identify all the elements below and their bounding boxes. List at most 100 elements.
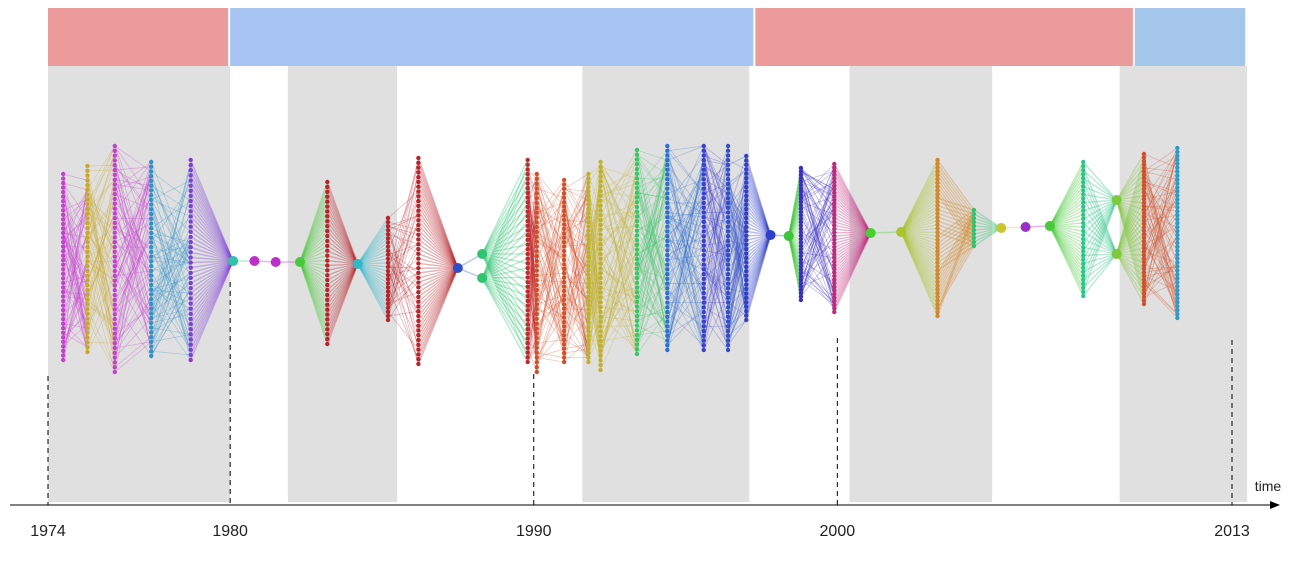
node (798, 270, 804, 276)
edge (563, 304, 589, 345)
edge (87, 199, 116, 320)
edge (600, 166, 638, 208)
edge (87, 218, 116, 286)
edge (745, 234, 771, 255)
edge (536, 231, 565, 252)
edge (727, 231, 747, 272)
node (701, 276, 706, 282)
node (477, 273, 488, 283)
edge (900, 231, 938, 260)
node (1175, 307, 1180, 313)
edge (600, 161, 638, 222)
node (416, 208, 421, 213)
edge (800, 235, 835, 280)
edge (563, 308, 589, 332)
node (534, 350, 539, 355)
edge (62, 289, 88, 347)
node (525, 157, 530, 163)
edge (87, 198, 116, 286)
edge (417, 267, 459, 308)
node (935, 268, 940, 273)
node (744, 255, 749, 261)
year-label-2000: 2000 (820, 523, 856, 540)
node (325, 243, 330, 249)
edge (900, 223, 938, 233)
edge (937, 225, 975, 252)
node (85, 225, 90, 231)
node (112, 360, 117, 365)
edge (900, 220, 938, 233)
edge (1143, 199, 1178, 242)
node (325, 341, 330, 347)
edge (527, 202, 538, 334)
edge (357, 263, 389, 288)
node (1141, 284, 1147, 289)
edge (1049, 225, 1084, 256)
edge (833, 232, 872, 309)
node (598, 290, 603, 295)
node (598, 275, 603, 281)
edge (727, 182, 747, 246)
edge (636, 311, 668, 355)
node (112, 143, 117, 149)
node (935, 249, 940, 254)
edge (387, 172, 419, 300)
node (598, 309, 603, 315)
edge (600, 287, 638, 371)
edge (727, 188, 747, 312)
edge (114, 166, 152, 171)
edge (833, 232, 872, 295)
node (665, 257, 670, 263)
edge (1116, 253, 1145, 277)
edge (667, 197, 705, 237)
edge (667, 245, 705, 289)
edge (62, 210, 88, 338)
edge (114, 184, 152, 267)
edge (87, 203, 116, 243)
edge (114, 180, 152, 286)
edge (536, 217, 565, 332)
edge (1083, 253, 1117, 257)
edge (800, 207, 835, 247)
node (971, 235, 977, 241)
node (665, 295, 670, 301)
node (60, 257, 66, 263)
node (798, 240, 804, 245)
node (744, 215, 749, 221)
edge (800, 214, 835, 240)
edge (936, 209, 975, 313)
edge (387, 230, 419, 336)
edge (481, 277, 529, 325)
edge (636, 216, 668, 232)
edge (62, 223, 88, 353)
edge (326, 191, 359, 265)
edge (387, 266, 419, 365)
edge (666, 150, 705, 351)
node (725, 200, 731, 206)
edge (387, 191, 419, 219)
edge (703, 269, 729, 299)
edge (600, 166, 638, 355)
edge (1143, 153, 1178, 169)
node (385, 232, 391, 237)
edge (190, 260, 234, 294)
edge (1143, 155, 1178, 214)
edge (833, 203, 872, 234)
edge (727, 217, 747, 327)
node (1141, 277, 1147, 282)
edge (600, 149, 638, 216)
node (188, 173, 193, 178)
node (112, 345, 117, 351)
node (586, 224, 591, 229)
node (149, 287, 154, 292)
node (188, 337, 193, 342)
node (60, 176, 66, 181)
edge (703, 216, 729, 237)
edge (600, 192, 638, 361)
edge (357, 263, 389, 317)
node (798, 294, 804, 299)
edge (636, 193, 668, 283)
node (832, 201, 837, 206)
node (188, 311, 193, 317)
node (701, 290, 706, 296)
